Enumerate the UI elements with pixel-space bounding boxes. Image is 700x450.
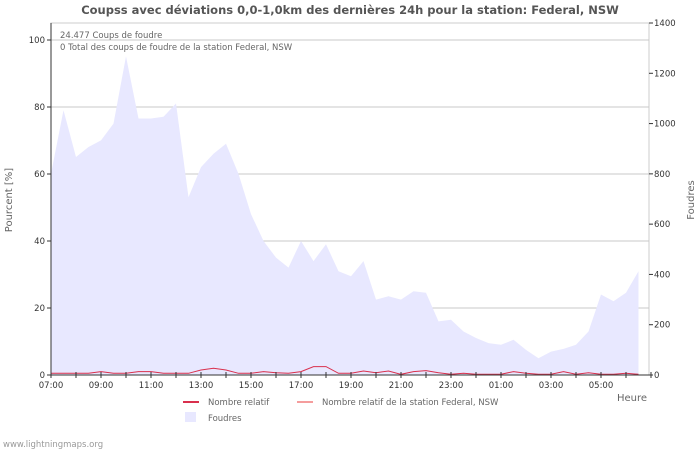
x-tick-label: 09:00	[89, 381, 114, 391]
x-tick-label: 13:00	[189, 381, 214, 391]
x-tick-label: 17:00	[289, 381, 314, 391]
x-tick-label: 07:00	[39, 381, 64, 391]
right-tick-label: 400	[654, 270, 670, 280]
x-tick-label: 11:00	[139, 381, 164, 391]
legend: Nombre relatif Nombre relatif de la stat…	[183, 398, 499, 424]
relative-line	[51, 366, 639, 375]
x-tick-label: 01:00	[489, 381, 514, 391]
right-tick-label: 1000	[654, 120, 676, 130]
legend-label-relative: Nombre relatif	[208, 398, 270, 408]
x-tick-label: 21:00	[389, 381, 414, 391]
y-axis-right-label: Foudres	[686, 180, 697, 219]
legend-swatch-foudres	[185, 412, 196, 422]
right-tick-label: 1200	[654, 69, 676, 79]
right-tick-label: 0	[654, 371, 659, 381]
axes: 020406080100020040060080010001200140007:…	[29, 19, 676, 391]
x-tick-label: 19:00	[339, 381, 364, 391]
right-tick-label: 800	[654, 170, 670, 180]
left-tick-label: 80	[34, 103, 45, 113]
legend-label-station: Nombre relatif de la station Federal, NS…	[322, 398, 499, 408]
left-tick-label: 0	[40, 371, 45, 381]
footer-credit[interactable]: www.lightningmaps.org	[3, 440, 103, 450]
x-tick-label: 03:00	[539, 381, 564, 391]
foudres-area	[51, 56, 639, 376]
x-axis-label: Heure	[617, 393, 647, 404]
right-tick-label: 200	[654, 321, 670, 331]
right-tick-label: 600	[654, 220, 670, 230]
left-tick-label: 40	[34, 237, 45, 247]
y-axis-left-label: Pourcent [%]	[4, 168, 15, 233]
right-tick-label: 1400	[654, 19, 676, 29]
x-tick-label: 05:00	[589, 381, 614, 391]
left-tick-label: 60	[34, 170, 45, 180]
chart-title: Coupss avec déviations 0,0-1,0km des der…	[81, 3, 619, 17]
info-line-2: 0 Total des coups de foudre de la statio…	[60, 43, 293, 53]
x-tick-label: 23:00	[439, 381, 464, 391]
x-tick-label: 15:00	[239, 381, 264, 391]
info-line-1: 24.477 Coups de foudre	[60, 31, 162, 41]
left-tick-label: 100	[29, 36, 45, 46]
legend-label-foudres: Foudres	[208, 414, 242, 424]
left-tick-label: 20	[34, 304, 45, 314]
